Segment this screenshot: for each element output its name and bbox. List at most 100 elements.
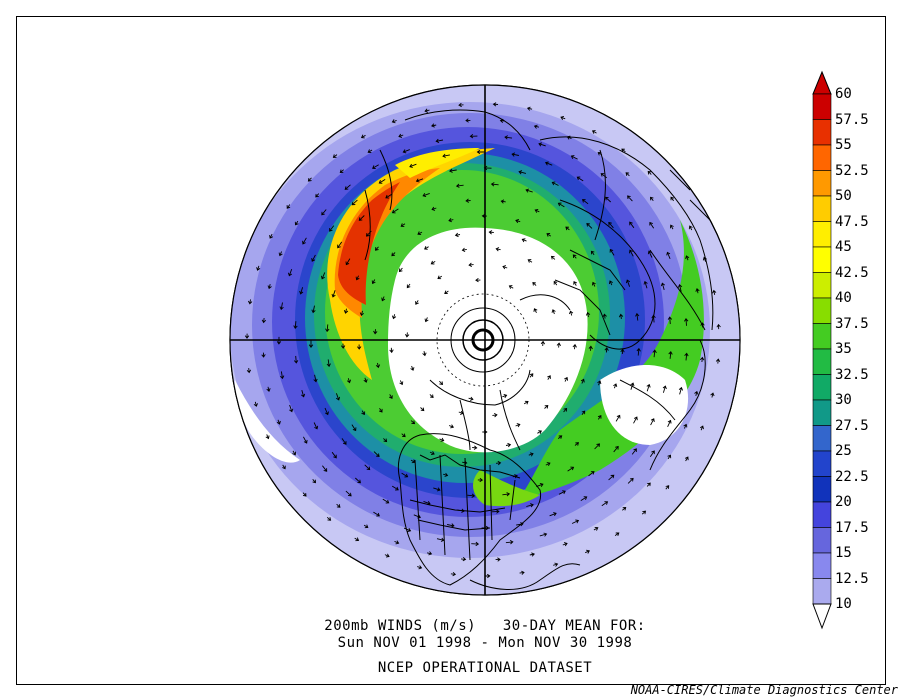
wind-arrow (488, 230, 494, 235)
wind-arrow (502, 492, 511, 497)
wind-arrow (413, 514, 422, 519)
wind-arrow (302, 237, 307, 245)
wind-arrow (683, 423, 688, 429)
wind-arrow (436, 537, 445, 542)
wind-arrow (549, 512, 557, 517)
colorbar-swatch (812, 93, 832, 120)
wind-arrow (269, 233, 274, 239)
wind-arrow (462, 460, 468, 465)
wind-arrow (424, 317, 429, 323)
wind-arrow (597, 414, 602, 420)
wind-arrow (391, 485, 399, 491)
wind-arrow (371, 279, 376, 285)
wind-arrow (529, 552, 535, 557)
wind-arrow (324, 407, 329, 416)
wind-arrow (627, 195, 633, 202)
colorbar-swatch (812, 578, 832, 605)
wind-arrow (475, 277, 481, 283)
wind-arrow (391, 314, 397, 320)
wind-arrow (359, 310, 364, 317)
wind-arrow (536, 482, 544, 488)
credit-text: NOAA-CIRES/Climate Diagnostics Center (630, 683, 898, 697)
wind-arrow (540, 340, 546, 347)
wind-arrow (461, 247, 467, 252)
wind-arrow (526, 106, 533, 111)
wind-arrow (590, 250, 595, 256)
wind-arrow (457, 508, 465, 513)
wind-arrow (344, 184, 351, 190)
colorbar-level-label: 47.5 (835, 213, 869, 230)
wind-arrow (417, 231, 423, 236)
wind-vectors (244, 102, 721, 579)
wind-arrow (700, 322, 705, 328)
wind-arrow (313, 422, 319, 430)
wind-arrow (299, 287, 304, 295)
wind-arrow (660, 282, 665, 291)
wind-arrow (431, 123, 437, 128)
wind-arrow (294, 220, 299, 226)
wind-arrow (346, 378, 352, 384)
wind-arrow (313, 374, 318, 383)
colorbar-level-label: 60 (835, 86, 852, 102)
wind-arrow (538, 142, 546, 147)
wind-arrow (415, 300, 419, 305)
wind-arrow (389, 347, 394, 354)
wind-arrow (712, 289, 717, 295)
wind-arrow (321, 209, 327, 216)
wind-arrow (625, 172, 630, 177)
wind-arrow (495, 460, 502, 466)
wind-arrow (354, 477, 361, 484)
wind-arrow (613, 445, 619, 453)
wind-arrow (499, 118, 506, 124)
colorbar-swatch (812, 297, 832, 324)
wind-arrow (627, 477, 634, 484)
wind-arrow (491, 509, 500, 514)
wind-arrow (557, 202, 565, 208)
wind-arrow (351, 424, 357, 432)
wind-arrow (364, 464, 371, 471)
wind-arrow (311, 305, 316, 314)
wind-arrow (620, 348, 625, 355)
wind-arrow (551, 181, 559, 186)
colorbar (812, 70, 832, 630)
caption-title: 200mb WINDS (m/s) 30-DAY MEAN FOR: (324, 618, 646, 634)
wind-arrow (600, 173, 608, 179)
colorbar-swatch (812, 246, 832, 273)
colorbar-level-label: 15 (835, 545, 852, 561)
wind-arrow (280, 371, 285, 380)
wind-arrow (508, 285, 514, 289)
wind-arrow (650, 418, 655, 426)
wind-arrow (485, 573, 491, 579)
wind-arrow (646, 482, 651, 487)
wind-arrow (585, 549, 590, 554)
wind-arrow (247, 299, 253, 305)
wind-arrow (502, 393, 508, 399)
wind-arrow (335, 393, 341, 401)
wind-arrow (667, 316, 673, 325)
wind-arrow (629, 221, 635, 229)
colorbar-level-label: 40 (835, 290, 852, 306)
colorbar-level-label: 57.5 (835, 111, 869, 128)
wind-arrow (622, 507, 627, 511)
wind-arrow (515, 423, 521, 428)
wind-arrow (504, 135, 513, 140)
wind-arrow (662, 385, 667, 393)
wind-arrow (576, 176, 584, 182)
wind-arrow (391, 252, 396, 257)
wind-arrow (465, 118, 471, 123)
wind-arrow (469, 134, 478, 139)
wind-arrow (449, 168, 457, 173)
wind-arrow (292, 450, 297, 456)
wind-arrow (458, 410, 464, 415)
wind-arrow (360, 134, 366, 139)
wind-arrow (391, 119, 397, 124)
wind-arrow (495, 557, 501, 562)
wind-arrow (685, 255, 690, 261)
wind-arrow (667, 419, 672, 427)
wind-arrow (410, 459, 416, 464)
wind-arrow (593, 526, 599, 531)
wind-arrow (420, 407, 425, 412)
wind-arrow (597, 151, 603, 156)
wind-arrow (354, 537, 360, 542)
wind-arrow (649, 221, 655, 229)
